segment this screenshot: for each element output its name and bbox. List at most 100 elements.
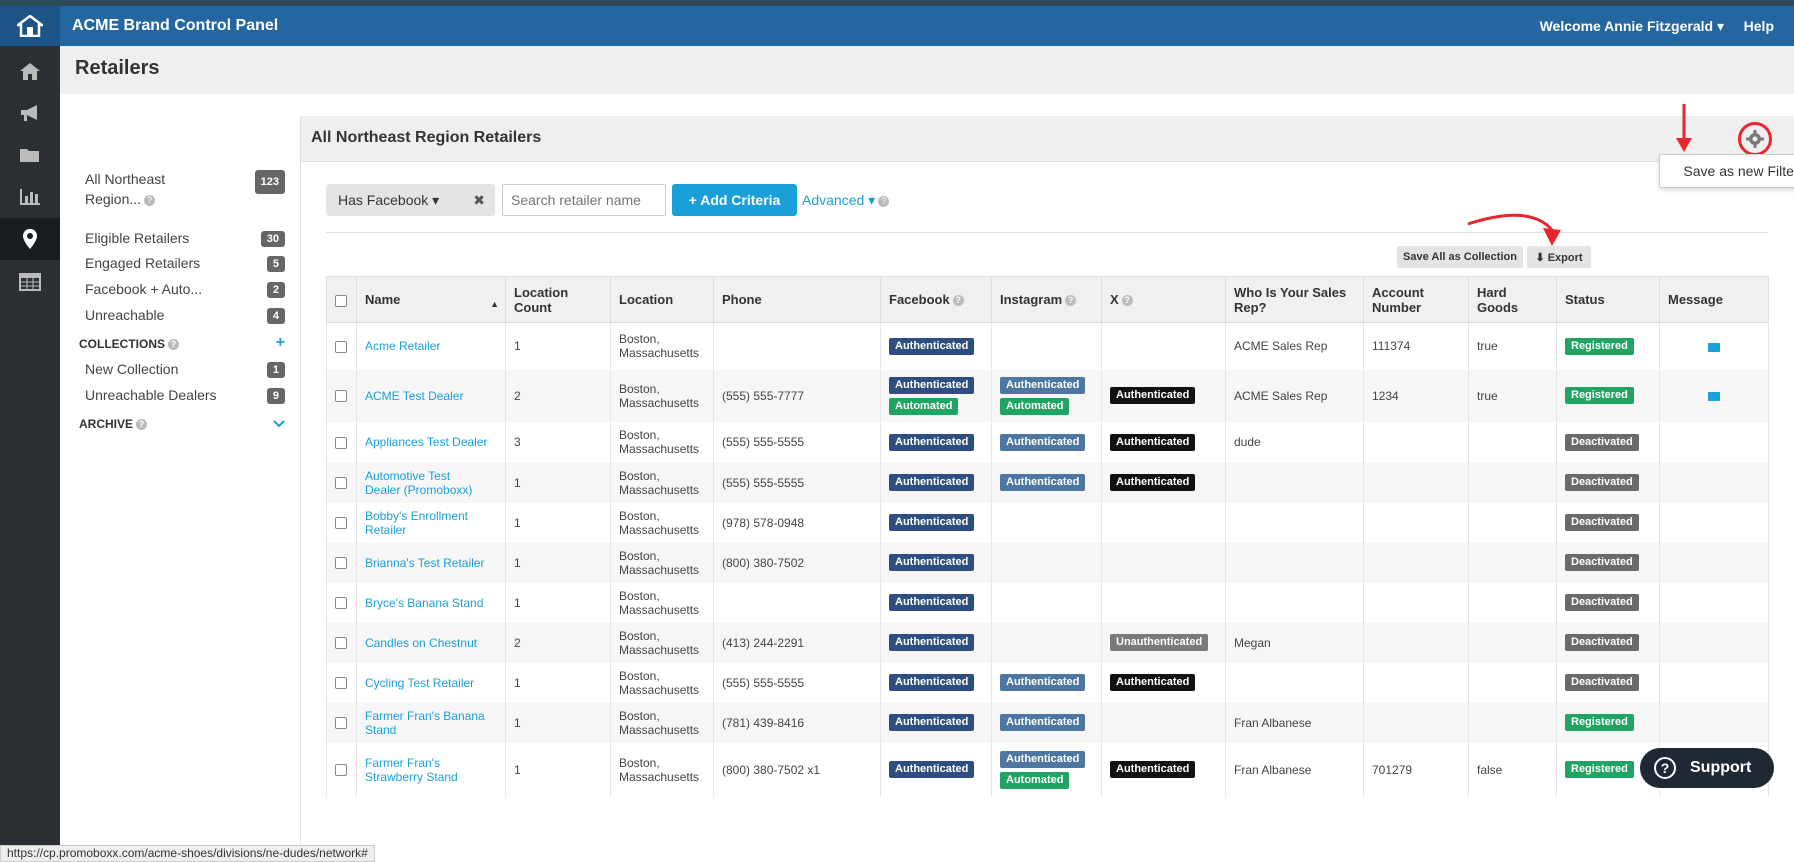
count-badge: 123	[254, 170, 285, 194]
add-criteria-button[interactable]: + Add Criteria	[672, 184, 797, 216]
megaphone-icon[interactable]	[0, 92, 60, 134]
retailer-name-link[interactable]: Candles on Chestnut	[365, 636, 477, 650]
retailer-name-link[interactable]: Farmer Fran's Banana Stand	[365, 709, 485, 737]
row-checkbox[interactable]	[335, 677, 347, 690]
calendar-icon[interactable]	[0, 260, 60, 302]
status-badge: Registered	[1565, 714, 1634, 731]
row-checkbox[interactable]	[335, 341, 347, 354]
status-header[interactable]: Status	[1556, 276, 1660, 323]
table-row[interactable]: Appliances Test Dealer 3 Boston, Massachuse…	[326, 421, 1769, 463]
hard-goods-header[interactable]: Hard Goods	[1468, 276, 1557, 323]
gear-icon[interactable]	[1738, 122, 1772, 156]
account-number-header[interactable]: Account Number	[1363, 276, 1469, 323]
table-row[interactable]: Candles on Chestnut 2 Boston, Massachusetts…	[326, 622, 1769, 663]
instagram-header[interactable]: Instagram?	[991, 276, 1102, 323]
name-header[interactable]: Name ▲	[356, 276, 506, 323]
retailer-name-link[interactable]: Acme Retailer	[365, 339, 440, 353]
filter-item-all-northeast[interactable]: All Northeast Region...? 123	[85, 169, 285, 209]
row-checkbox[interactable]	[335, 517, 347, 530]
help-icon[interactable]: ?	[144, 194, 156, 206]
hard-goods-cell	[1468, 702, 1557, 743]
save-all-as-collection-button[interactable]: Save All as Collection	[1397, 246, 1523, 268]
table-row[interactable]: Bryce's Banana Stand 1 Boston, Massachusett…	[326, 582, 1769, 623]
row-checkbox[interactable]	[335, 717, 347, 730]
envelope-icon[interactable]	[1708, 342, 1720, 352]
retailer-name-link[interactable]: Bobby's Enrollment Retailer	[365, 509, 468, 537]
help-icon[interactable]: ?	[136, 419, 148, 431]
table-row[interactable]: Brianna's Test Retailer 1 Boston, Massachus…	[326, 542, 1769, 583]
location-cell: Boston, Massachusetts	[610, 322, 714, 370]
location-count-header[interactable]: Location Count	[505, 276, 611, 323]
bar-chart-icon[interactable]	[0, 176, 60, 218]
status-cell: Registered	[1556, 369, 1660, 422]
hard-goods-cell: true	[1468, 369, 1557, 422]
user-menu[interactable]: Welcome Annie Fitzgerald ▾	[1539, 18, 1724, 34]
table-row[interactable]: ACME Test Dealer 2 Boston, Massachusetts (55…	[326, 369, 1769, 422]
select-all-checkbox[interactable]	[335, 294, 347, 307]
location-cell: Boston, Massachusetts	[610, 369, 714, 422]
row-checkbox[interactable]	[335, 764, 347, 777]
row-checkbox[interactable]	[335, 637, 347, 650]
retailer-name-link[interactable]: Bryce's Banana Stand	[365, 596, 483, 610]
archive-heading[interactable]: ARCHIVE?	[79, 417, 285, 431]
table-row[interactable]: Farmer Fran's Strawberry Stand 1 Boston, Mas…	[326, 742, 1769, 797]
table-header-row: Name ▲ Location Count Location Phone Faceb…	[326, 276, 1769, 323]
help-icon[interactable]: ?	[1065, 295, 1077, 307]
table-row[interactable]: Automotive Test Dealer (Promoboxx) 1 Boston…	[326, 462, 1769, 503]
x-header[interactable]: X?	[1101, 276, 1226, 323]
envelope-icon[interactable]	[1708, 391, 1720, 401]
criteria-chip[interactable]: Has Facebook ▾ ✖	[326, 184, 495, 216]
table-row[interactable]: Cycling Test Retailer 1 Boston, Massachuset…	[326, 662, 1769, 703]
message-header[interactable]: Message	[1659, 276, 1769, 323]
location-city: Boston,	[619, 668, 660, 683]
filter-item-facebook-auto[interactable]: Facebook + Auto... 2	[85, 281, 285, 298]
status-badge: Registered	[1565, 387, 1634, 404]
home-icon[interactable]	[0, 50, 60, 92]
retailer-name-link[interactable]: Farmer Fran's Strawberry Stand	[365, 756, 458, 784]
support-button[interactable]: ? Support	[1640, 748, 1774, 788]
retailer-name-link[interactable]: Brianna's Test Retailer	[365, 556, 484, 570]
row-checkbox[interactable]	[335, 477, 347, 490]
add-collection-icon[interactable]: +	[275, 334, 285, 351]
row-checkbox[interactable]	[335, 436, 347, 449]
table-body: Acme Retailer 1 Boston, Massachusetts Authen…	[326, 322, 1769, 797]
search-input[interactable]	[502, 184, 666, 216]
table-row[interactable]: Farmer Fran's Banana Stand 1 Boston, Massach…	[326, 702, 1769, 743]
phone-header[interactable]: Phone	[713, 276, 881, 323]
name-cell: Automotive Test Dealer (Promoboxx)	[356, 462, 506, 503]
help-icon[interactable]: ?	[878, 195, 890, 207]
row-checkbox[interactable]	[335, 557, 347, 570]
help-link[interactable]: Help	[1743, 18, 1774, 34]
location-header[interactable]: Location	[610, 276, 714, 323]
sales-rep-header[interactable]: Who Is Your Sales Rep?	[1225, 276, 1364, 323]
filter-item-engaged[interactable]: Engaged Retailers 5	[85, 255, 285, 272]
facebook-status-badge: Authenticated	[889, 433, 975, 451]
table-row[interactable]: Bobby's Enrollment Retailer 1 Boston, Massac…	[326, 502, 1769, 543]
facebook-header[interactable]: Facebook?	[880, 276, 992, 323]
filter-item-eligible[interactable]: Eligible Retailers 30	[85, 230, 285, 247]
retailers-panel: All Northeast Region Retailers Save as n…	[300, 116, 1794, 862]
retailer-name-link[interactable]: Cycling Test Retailer	[365, 676, 474, 690]
advanced-dropdown[interactable]: Advanced ▾?	[802, 192, 890, 209]
save-as-new-filter-menu-item[interactable]: Save as new Filter	[1659, 154, 1794, 188]
retailer-name-link[interactable]: ACME Test Dealer	[365, 389, 463, 403]
phone-cell: (413) 244-2291	[713, 622, 881, 663]
row-checkbox[interactable]	[335, 597, 347, 610]
table-row[interactable]: Acme Retailer 1 Boston, Massachusetts Authen…	[326, 322, 1769, 370]
collection-item-new[interactable]: New Collection 1	[85, 361, 285, 378]
export-button[interactable]: ⬇ Export	[1527, 246, 1591, 268]
collection-item-unreachable-dealers[interactable]: Unreachable Dealers 9	[85, 387, 285, 404]
folder-icon[interactable]	[0, 134, 60, 176]
retailer-name-link[interactable]: Automotive Test Dealer (Promoboxx)	[365, 469, 472, 497]
row-checkbox[interactable]	[335, 390, 347, 403]
help-icon[interactable]: ?	[952, 295, 964, 307]
chevron-down-icon[interactable]	[273, 417, 285, 431]
map-pin-icon[interactable]	[0, 218, 60, 260]
close-icon[interactable]: ✖	[473, 192, 485, 208]
location-state: Massachusetts	[619, 682, 700, 697]
help-icon[interactable]: ?	[1121, 295, 1133, 307]
home-logo-icon[interactable]	[0, 6, 60, 46]
filter-item-unreachable[interactable]: Unreachable 4	[85, 307, 285, 324]
retailer-name-link[interactable]: Appliances Test Dealer	[365, 435, 488, 449]
help-icon[interactable]: ?	[168, 339, 179, 351]
